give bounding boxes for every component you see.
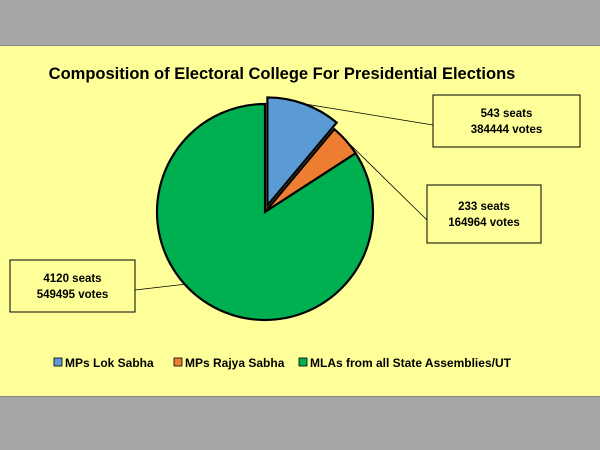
callout-box-1 — [426, 184, 542, 244]
pie-slice-2 — [155, 102, 375, 322]
chart-panel: Composition of Electoral College For Pre… — [0, 45, 600, 397]
callouts: 543 seats 384444 votes 233 seats 164964 vot… — [9, 94, 581, 313]
leader-line-2 — [134, 283, 185, 291]
callout-votes-2: 549495 votes — [37, 289, 109, 301]
pie-chart: Composition of Electoral College For Pre… — [9, 65, 581, 370]
chart-title: Composition of Electoral College For Pre… — [49, 65, 516, 83]
pie-slices — [155, 96, 375, 322]
legend-label-2: MLAs from all State Assemblies/UT — [310, 356, 512, 370]
callout-seats-1: 233 seats — [458, 201, 510, 213]
callout-votes-1: 164964 votes — [448, 217, 520, 229]
pie-slice-0 — [266, 96, 339, 209]
legend-swatch-1 — [173, 357, 183, 367]
callout-box-0 — [432, 94, 581, 148]
legend-swatch-0 — [53, 357, 63, 367]
callout-seats-0: 543 seats — [481, 108, 533, 120]
callout-box-2 — [9, 259, 136, 313]
callout-seats-2: 4120 seats — [43, 273, 101, 285]
callout-votes-0: 384444 votes — [471, 124, 543, 136]
leader-line-1 — [345, 140, 428, 221]
leader-line-0 — [304, 103, 434, 126]
leader-lines — [134, 103, 434, 291]
legend: MPs Lok Sabha MPs Rajya Sabha MLAs from al… — [53, 356, 512, 370]
legend-label-0: MPs Lok Sabha — [65, 356, 154, 370]
legend-swatch-2 — [298, 357, 308, 367]
legend-label-1: MPs Rajya Sabha — [185, 356, 285, 370]
